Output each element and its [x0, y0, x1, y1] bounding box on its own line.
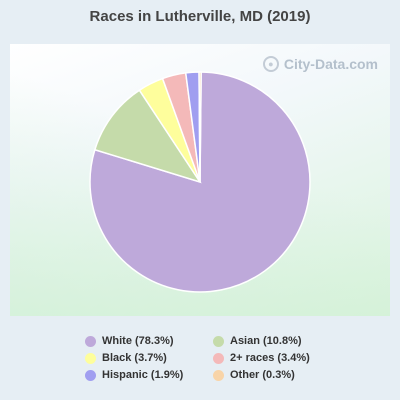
legend-label: Black (3.7%): [102, 352, 167, 364]
pie-slice-0: [89, 71, 311, 293]
legend-item: Hispanic (1.9%): [85, 368, 213, 382]
pie-slice-1: [93, 89, 202, 184]
plot-area: ● City-Data.com: [10, 44, 390, 316]
legend-swatch: [213, 352, 224, 364]
watermark-text: City-Data.com: [283, 56, 378, 72]
legend-label: 2+ races (3.4%): [230, 352, 310, 364]
legend: White (78.3%) Asian (10.8%) Black (3.7%) 2+…: [85, 334, 345, 382]
legend-swatch: [85, 352, 96, 364]
legend-label: Other (0.3%): [230, 369, 295, 381]
legend-item: 2+ races (3.4%): [213, 351, 341, 365]
watermark: ● City-Data.com: [262, 56, 378, 72]
legend-item: Other (0.3%): [213, 368, 341, 382]
legend-item: Asian (10.8%): [213, 334, 341, 348]
legend-item: White (78.3%): [85, 334, 213, 348]
legend-label: Hispanic (1.9%): [102, 369, 184, 381]
search-magnifier-icon: ●: [262, 56, 279, 72]
legend-label: White (78.3%): [102, 335, 174, 347]
legend-swatch: [213, 369, 224, 381]
legend-swatch: [85, 369, 96, 381]
pie-chart: [89, 71, 311, 293]
legend-swatch: [85, 335, 96, 347]
legend-item: Black (3.7%): [85, 351, 213, 365]
pie-slice-5: [198, 71, 202, 183]
legend-swatch: [213, 335, 224, 347]
legend-label: Asian (10.8%): [230, 335, 302, 347]
chart-title: Races in Lutherville, MD (2019): [89, 8, 311, 25]
